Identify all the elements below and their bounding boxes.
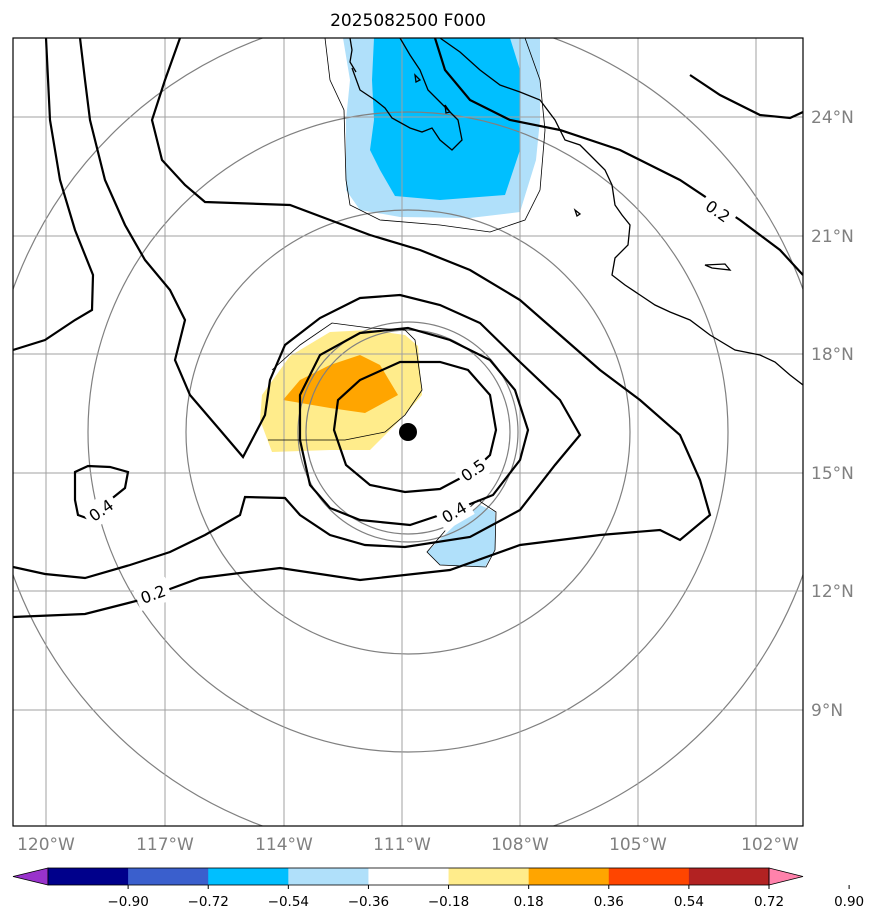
colorbar-label: −0.36 xyxy=(348,894,389,910)
colorbar-label: −0.72 xyxy=(188,894,229,910)
range-ring-3 xyxy=(185,209,631,655)
colorbar-frame xyxy=(47,867,770,886)
lon-label-114w: 114°W xyxy=(255,835,313,855)
lat-label-12n: 12°N xyxy=(811,582,854,602)
latitude-labels: 24°N 21°N 18°N 15°N 12°N 9°N xyxy=(811,108,854,721)
colorbar-label: −0.18 xyxy=(428,894,469,910)
gulf-coast xyxy=(439,38,803,386)
island-2 xyxy=(704,263,732,271)
colorbar-over-extend xyxy=(768,867,804,886)
map-frame xyxy=(12,37,804,827)
lat-label-18n: 18°N xyxy=(811,345,854,365)
map-panel: 0.2 0.4 0.5 0.4 0.2 xyxy=(13,38,803,826)
contour-0.2-north xyxy=(433,38,803,276)
colorbar-label: 0.36 xyxy=(594,894,624,910)
range-ring-4 xyxy=(87,111,729,753)
contour-0.6 xyxy=(332,360,498,494)
colorbar-label: 0.54 xyxy=(674,894,704,910)
filled-field xyxy=(260,38,540,567)
colorbar-label: −0.54 xyxy=(268,894,309,910)
colorbar-under-extend xyxy=(12,867,49,886)
colorbar-label: −0.90 xyxy=(107,894,148,910)
lat-label-15n: 15°N xyxy=(811,464,854,484)
colorbar-labels: −0.90 −0.72 −0.54 −0.36 −0.18 0.18 0.36 0.54 0.7… xyxy=(107,885,864,910)
graticule xyxy=(13,38,803,826)
storm-center-marker xyxy=(399,423,417,441)
colorbar-label: 0.72 xyxy=(754,894,784,910)
lon-label-108w: 108°W xyxy=(491,835,549,855)
range-ring-2 xyxy=(297,321,519,543)
contour-0.2-northeast xyxy=(689,74,803,120)
island-3 xyxy=(414,73,422,83)
coastlines xyxy=(349,38,803,386)
lat-label-9n: 9°N xyxy=(811,701,843,721)
colorbar-label: 0.90 xyxy=(834,894,864,910)
colorbar-segment xyxy=(448,868,530,885)
contour-0.2-south xyxy=(13,38,712,619)
colorbar-segment xyxy=(528,868,610,885)
colorbar-segment xyxy=(208,868,289,885)
shade-blue-north xyxy=(370,38,520,200)
lon-label-105w: 105°W xyxy=(609,835,667,855)
lon-label-102w: 102°W xyxy=(741,835,799,855)
colorbar-segment xyxy=(48,868,129,885)
colorbar xyxy=(12,867,804,886)
contour-0.4-band xyxy=(13,38,582,580)
baja-west-coast xyxy=(349,38,357,73)
island-1 xyxy=(573,208,582,218)
range-rings xyxy=(13,38,803,826)
contour-0.5 xyxy=(298,326,530,527)
lon-label-111w: 111°W xyxy=(373,835,431,855)
colorbar-label: 0.18 xyxy=(514,894,544,910)
lat-label-24n: 24°N xyxy=(811,108,854,128)
contours xyxy=(13,38,803,619)
shade-light-blue-south xyxy=(427,505,495,567)
figure-title: 2025082500 F000 xyxy=(330,11,486,31)
colorbar-segment xyxy=(128,868,209,885)
contour-label-backgrounds xyxy=(80,190,741,612)
lat-label-21n: 21°N xyxy=(811,227,854,247)
contour-0.4-west xyxy=(13,38,95,352)
colorbar-segment xyxy=(688,868,770,885)
island-4 xyxy=(444,104,452,114)
baja-coast xyxy=(351,38,463,151)
lon-label-120w: 120°W xyxy=(17,835,75,855)
range-ring-1 xyxy=(305,329,511,535)
colorbar-segment xyxy=(288,868,369,885)
longitude-labels: 120°W 117°W 114°W 111°W 108°W 105°W 102°… xyxy=(17,835,799,855)
lon-label-117w: 117°W xyxy=(136,835,194,855)
colorbar-segment xyxy=(608,868,690,885)
colorbar-segment xyxy=(368,868,450,885)
